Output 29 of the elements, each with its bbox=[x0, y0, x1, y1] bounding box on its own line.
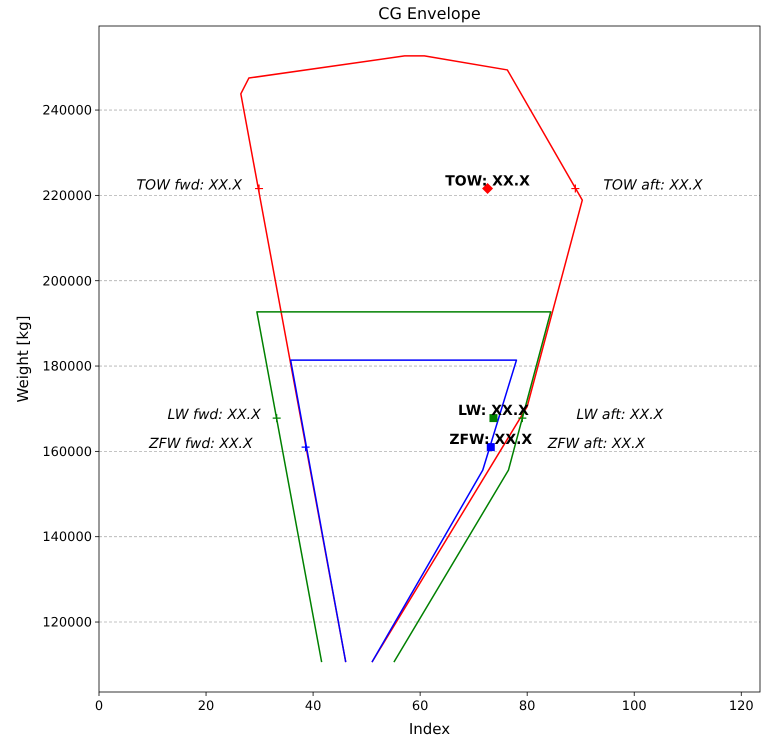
y-tick-label: 160000 bbox=[42, 444, 92, 460]
annotation: TOW aft: XX.X bbox=[603, 177, 704, 194]
y-tick-label: 220000 bbox=[42, 188, 92, 204]
y-tick-label: 120000 bbox=[42, 616, 92, 631]
annotation: ZFW fwd: XX.X bbox=[148, 436, 254, 452]
y-tick-label: 240000 bbox=[42, 104, 92, 119]
y-axis-title: Weight [kg] bbox=[14, 316, 32, 402]
annotation: TOW: XX.X bbox=[445, 173, 530, 190]
x-axis-title: Index bbox=[408, 720, 450, 738]
annotation: LW fwd: XX.X bbox=[168, 406, 262, 423]
point bbox=[300, 442, 310, 452]
point bbox=[486, 443, 495, 452]
x-tick-label: 60 bbox=[412, 699, 428, 714]
x-tick-label: 100 bbox=[622, 699, 647, 714]
x-tick-label: 20 bbox=[198, 699, 214, 714]
y-tick-label: 200000 bbox=[42, 274, 92, 290]
x-tick-label: 40 bbox=[304, 699, 322, 714]
annotation: ZFW aft: XX.X bbox=[546, 436, 646, 452]
y-tick-label: 140000 bbox=[42, 530, 92, 546]
annotation: LW aft: XX.X bbox=[576, 406, 664, 423]
x-tick-label: 0 bbox=[94, 699, 104, 714]
x-tick-label: 120 bbox=[728, 699, 754, 714]
annotation: TOW fwd: XX.X bbox=[136, 177, 242, 194]
point bbox=[254, 184, 264, 194]
x-tick-label: 80 bbox=[518, 699, 536, 714]
point bbox=[272, 413, 282, 423]
y-tick-label: 180000 bbox=[42, 360, 92, 375]
chart-title: CG Envelope bbox=[378, 4, 481, 23]
point bbox=[570, 184, 580, 194]
